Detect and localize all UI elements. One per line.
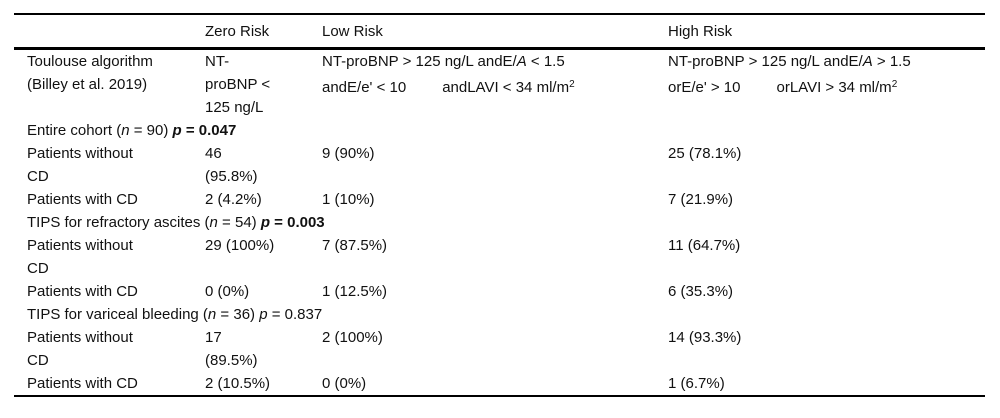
algorithm-label-line: (Billey et al. 2019) — [27, 76, 148, 93]
header-row: Zero Risk Low Risk High Risk — [14, 14, 985, 49]
section-heading: TIPS for variceal bleeding (n = 36) p = … — [27, 306, 323, 323]
row-label-cell: Patients with CD — [14, 280, 205, 303]
high-risk-value-cell: 7 (21.9%) — [668, 191, 734, 208]
value-line: 2 (10.5%) — [205, 375, 271, 392]
high-risk-value-cell: 1 (6.7%) — [668, 375, 725, 392]
column-header-zero-risk: Zero Risk — [205, 23, 270, 40]
row-label-line: CD — [27, 260, 49, 277]
value-line: 17 — [205, 329, 222, 346]
algorithm-row: Toulouse algorithm (Billey et al. 2019) … — [14, 49, 985, 120]
low-risk-value-cell: 7 (87.5%) — [322, 237, 388, 254]
low-risk-value-cell: 9 (90%) — [322, 145, 375, 162]
zero-risk-value-cell: 0 (0%) — [205, 280, 322, 303]
row-label-line: Patients with CD — [27, 191, 138, 208]
high-risk-value-cell: 6 (35.3%) — [668, 283, 734, 300]
row-label-line: Patients without — [27, 237, 133, 254]
value-line: 46 — [205, 145, 222, 162]
section-heading-cell: TIPS for refractory ascites (n = 54) p =… — [14, 211, 985, 234]
row-label-line: CD — [27, 352, 49, 369]
value-line: (89.5%) — [205, 352, 258, 369]
risk-table: Zero Risk Low Risk High Risk Toulouse al… — [14, 13, 985, 397]
value-line: (95.8%) — [205, 168, 258, 185]
row-label-line: CD — [27, 168, 49, 185]
column-header-low-risk: Low Risk — [322, 23, 383, 40]
low-risk-value-cell: 1 (12.5%) — [322, 283, 388, 300]
criteria-line: proBNP < — [205, 76, 271, 93]
value-line: 2 (4.2%) — [205, 191, 262, 208]
table-row: Patients with CD 2 (4.2%) 1 (10%) 7 (21.… — [14, 188, 985, 211]
section-heading: Entire cohort (n = 90) p = 0.047 — [27, 122, 237, 139]
algorithm-zero-risk-cell: NT- proBNP < 125 ng/L — [205, 49, 322, 120]
section-heading-cell: TIPS for variceal bleeding (n = 36) p = … — [14, 303, 985, 326]
zero-risk-value-cell: 46 (95.8%) — [205, 142, 322, 188]
low-risk-value-cell: 1 (10%) — [322, 191, 375, 208]
row-label-cell: Patients without CD — [14, 142, 205, 188]
zero-risk-value-cell: 2 (4.2%) — [205, 188, 322, 211]
row-label-cell: Patients without CD — [14, 234, 205, 280]
algorithm-high-risk-cell: NT-proBNP > 125 ng/L andE/A > 1.5 orE/e'… — [668, 49, 985, 120]
low-risk-value-cell: 0 (0%) — [322, 375, 367, 392]
row-label-line: Patients with CD — [27, 375, 138, 392]
row-label-cell: Patients without CD — [14, 326, 205, 372]
zero-risk-value-cell: 29 (100%) — [205, 234, 322, 280]
criteria-line: orE/e' > 10 orLAVI > 34 ml/m2 — [668, 79, 898, 96]
criteria-line: andE/e' < 10 andLAVI < 34 ml/m2 — [322, 79, 575, 96]
criteria-line: NT- — [205, 53, 230, 70]
zero-risk-value-cell: 17 (89.5%) — [205, 326, 322, 372]
table-row: Patients without CD 17 (89.5%) 2 (100%) … — [14, 326, 985, 372]
algorithm-low-risk-cell: NT-proBNP > 125 ng/L andE/A < 1.5 andE/e… — [322, 49, 668, 120]
high-risk-value-cell: 14 (93.3%) — [668, 329, 742, 346]
criteria-line: 125 ng/L — [205, 99, 264, 116]
criteria-line: NT-proBNP > 125 ng/L andE/A > 1.5 — [668, 53, 911, 70]
section-row: TIPS for refractory ascites (n = 54) p =… — [14, 211, 985, 234]
section-row: Entire cohort (n = 90) p = 0.047 — [14, 119, 985, 142]
row-label-line: Patients without — [27, 145, 133, 162]
row-label-cell: Patients with CD — [14, 372, 205, 396]
algorithm-label-cell: Toulouse algorithm (Billey et al. 2019) — [14, 49, 205, 120]
column-header-high-risk: High Risk — [668, 23, 733, 40]
column-header-empty — [14, 14, 205, 49]
table-row: Patients without CD 46 (95.8%) 9 (90%) 2… — [14, 142, 985, 188]
section-row: TIPS for variceal bleeding (n = 36) p = … — [14, 303, 985, 326]
row-label-line: Patients without — [27, 329, 133, 346]
value-line: 0 (0%) — [205, 283, 250, 300]
table-row: Patients with CD 0 (0%) 1 (12.5%) 6 (35.… — [14, 280, 985, 303]
table-row: Patients with CD 2 (10.5%) 0 (0%) 1 (6.7… — [14, 372, 985, 396]
table-row: Patients without CD 29 (100%) 7 (87.5%) … — [14, 234, 985, 280]
row-label-cell: Patients with CD — [14, 188, 205, 211]
zero-risk-value-cell: 2 (10.5%) — [205, 372, 322, 396]
section-heading: TIPS for refractory ascites (n = 54) p =… — [27, 214, 325, 231]
value-line: 29 (100%) — [205, 237, 275, 254]
low-risk-value-cell: 2 (100%) — [322, 329, 383, 346]
high-risk-value-cell: 25 (78.1%) — [668, 145, 742, 162]
high-risk-value-cell: 11 (64.7%) — [668, 237, 741, 254]
section-heading-cell: Entire cohort (n = 90) p = 0.047 — [14, 119, 985, 142]
row-label-line: Patients with CD — [27, 283, 138, 300]
criteria-line: NT-proBNP > 125 ng/L andE/A < 1.5 — [322, 53, 565, 70]
algorithm-label-line: Toulouse algorithm — [27, 53, 153, 70]
